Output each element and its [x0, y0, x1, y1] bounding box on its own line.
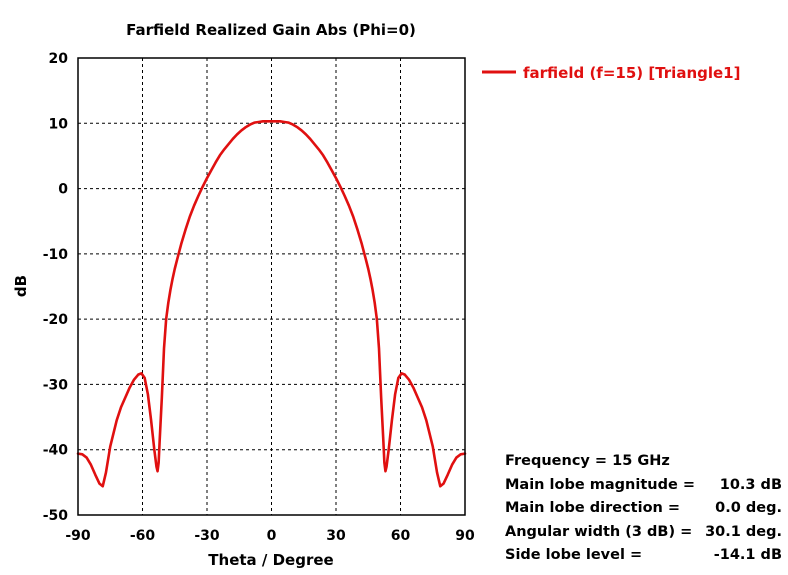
info-label: Side lobe level = [505, 547, 643, 563]
info-row: Angular width (3 dB) = 30.1 deg. [505, 521, 788, 545]
legend-label: farfield (f=15) [Triangle1] [523, 64, 740, 82]
y-tick-label: -30 [43, 377, 69, 393]
y-tick-label: 10 [49, 116, 69, 132]
x-tick-label: 30 [326, 528, 346, 544]
y-tick-label: -10 [43, 247, 69, 263]
info-label: Main lobe magnitude = [505, 476, 695, 493]
info-row: Side lobe level = -14.1 dB [505, 544, 788, 568]
info-label: Frequency = 15 GHz [505, 453, 670, 469]
info-row: Frequency = 15 GHz [505, 450, 788, 474]
x-tick-label: -90 [65, 528, 91, 544]
info-value: 10.3 dB [719, 476, 782, 493]
y-tick-label: -50 [43, 508, 69, 524]
x-axis-title: Theta / Degree [208, 551, 333, 569]
info-label: Angular width (3 dB) = [505, 523, 693, 540]
x-tick-label: -30 [194, 528, 220, 544]
legend: farfield (f=15) [Triangle1] [482, 64, 740, 82]
x-tick-label: 90 [455, 528, 475, 544]
tick-labels: -90 -60 -30 0 30 60 90 20 10 0 -10 -20 -30 -40 -50 [43, 51, 475, 544]
chart-title: Farfield Realized Gain Abs (Phi=0) [126, 21, 416, 39]
info-panel: Frequency = 15 GHz Main lobe magnitude =… [505, 450, 788, 568]
info-value: 30.1 deg. [705, 523, 782, 540]
y-tick-label: -40 [43, 443, 69, 459]
y-axis-title: dB [12, 275, 30, 297]
info-value: -14.1 dB [713, 547, 782, 563]
info-row: Main lobe magnitude = 10.3 dB [505, 474, 788, 498]
info-value: 0.0 deg. [715, 500, 782, 516]
info-label: Main lobe direction = [505, 500, 681, 516]
series-group [76, 120, 467, 488]
info-row: Main lobe direction = 0.0 deg. [505, 497, 788, 521]
series-line [76, 120, 467, 488]
x-tick-label: -60 [130, 528, 156, 544]
y-tick-label: 0 [58, 182, 68, 198]
x-tick-label: 60 [391, 528, 411, 544]
y-tick-label: 20 [49, 51, 69, 67]
y-tick-label: -20 [43, 312, 69, 328]
grid [78, 58, 465, 515]
plot-frame [77, 57, 466, 516]
x-tick-label: 0 [267, 528, 277, 544]
